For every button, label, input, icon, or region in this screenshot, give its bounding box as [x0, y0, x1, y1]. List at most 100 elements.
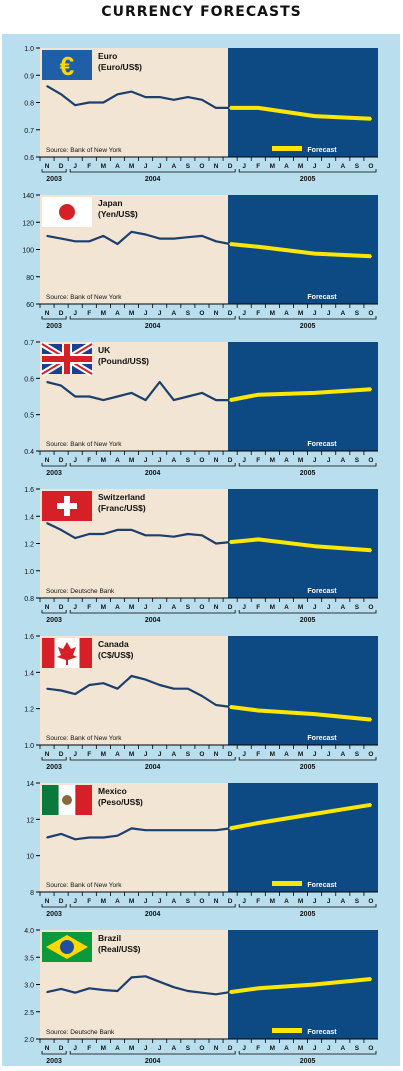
flag-sun — [59, 204, 75, 220]
forecast-point — [369, 718, 372, 721]
y-tick-label: 1.4 — [24, 514, 34, 521]
x-tick-label: J — [158, 1045, 162, 1052]
forecast-legend-label: Forecast — [307, 735, 337, 742]
year-label: 2004 — [145, 911, 161, 918]
forecast-line — [229, 802, 372, 831]
x-tick-label: M — [270, 163, 275, 170]
x-tick-label: A — [340, 310, 345, 317]
history-point — [130, 392, 133, 394]
x-tick-label: J — [242, 898, 246, 905]
x-tick-label: D — [59, 457, 64, 464]
history-point — [74, 991, 77, 994]
history-point — [102, 989, 105, 991]
history-point — [60, 384, 62, 387]
year-bracket — [41, 169, 67, 173]
forecast-point — [313, 713, 316, 716]
x-tick-label: M — [298, 457, 303, 464]
x-tick-label: N — [214, 898, 219, 905]
year-label: 2004 — [145, 1058, 161, 1065]
history-point — [172, 98, 175, 101]
x-tick-label: N — [45, 751, 50, 758]
y-tick-label: 1.4 — [24, 670, 34, 677]
currency-unit: (Franc/US$) — [98, 503, 146, 513]
year-bracket — [69, 904, 236, 908]
history-point — [130, 529, 133, 531]
x-tick-label: S — [355, 604, 360, 611]
charts-canvas: 0.6 0.7 0.8 0.9 1.0 € Euro(Euro/US$) Source: Ba… — [22, 46, 378, 1065]
x-tick-label: D — [228, 751, 233, 758]
year-bracket — [69, 610, 236, 614]
year-bracket — [41, 757, 67, 761]
x-tick-label: J — [327, 163, 331, 170]
history-point — [158, 980, 161, 983]
history-point — [60, 93, 62, 96]
forecast-point — [313, 812, 316, 815]
history-point — [60, 237, 62, 240]
history-point — [201, 534, 203, 537]
x-tick-label: A — [340, 898, 345, 905]
x-tick-label: N — [214, 163, 219, 170]
history-point — [46, 687, 48, 690]
history-point — [187, 533, 189, 535]
history-point — [60, 988, 62, 990]
x-tick-label: D — [59, 898, 64, 905]
year-bracket — [238, 463, 377, 467]
x-tick-label: A — [284, 898, 289, 905]
y-tick-label: 0.6 — [24, 376, 34, 383]
currency-unit: (Real/US$) — [98, 944, 141, 954]
x-tick-label: O — [368, 898, 373, 905]
currency-unit: (Pound/US$) — [98, 356, 149, 366]
x-tick-label: J — [73, 751, 77, 758]
x-tick-label: O — [368, 1045, 373, 1052]
x-tick-label: A — [115, 751, 120, 758]
x-tick-label: M — [101, 310, 106, 317]
flag-band — [42, 785, 59, 815]
x-tick-label: M — [101, 898, 106, 905]
x-tick-label: M — [298, 751, 303, 758]
year-bracket — [41, 316, 67, 320]
forecast-line — [229, 977, 372, 995]
x-tick-label: O — [199, 310, 204, 317]
history-point — [172, 399, 175, 401]
year-label: 2005 — [300, 911, 316, 918]
y-tick-label: 10 — [26, 854, 34, 861]
x-tick-label: J — [242, 751, 246, 758]
x-tick-label: J — [73, 457, 77, 464]
x-tick-label: M — [270, 1045, 275, 1052]
forecast-legend-swatch — [272, 146, 302, 151]
history-point — [172, 986, 175, 989]
forecast-point — [313, 983, 316, 986]
x-tick-label: D — [228, 163, 233, 170]
x-tick-label: J — [242, 163, 246, 170]
x-tick-label: A — [340, 457, 345, 464]
flag-band — [75, 785, 92, 815]
x-tick-label: J — [158, 163, 162, 170]
history-line — [46, 522, 231, 545]
year-bracket — [238, 610, 377, 614]
history-point — [215, 704, 217, 706]
x-tick-label: M — [298, 163, 303, 170]
history-line — [46, 674, 231, 708]
currency-name: Canada — [98, 639, 129, 649]
x-tick-label: S — [355, 1045, 360, 1052]
x-tick-label: M — [101, 457, 106, 464]
history-point — [201, 235, 203, 237]
x-tick-label: M — [270, 898, 275, 905]
forecast-point — [369, 549, 372, 552]
x-tick-label: J — [313, 457, 317, 464]
history-point — [215, 107, 217, 109]
chart-panel: 0.6 0.7 0.8 0.9 1.0 € Euro (Euro/US$) Source: Ba… — [2, 34, 400, 1066]
maple-leaf-icon — [57, 642, 77, 665]
x-tick-label: O — [199, 751, 204, 758]
x-tick-label: J — [158, 751, 162, 758]
y-tick-label: 0.8 — [24, 596, 34, 603]
history-point — [116, 395, 119, 398]
history-point — [116, 687, 119, 690]
x-tick-label: N — [45, 163, 50, 170]
y-tick-label: 140 — [22, 193, 34, 200]
year-bracket — [69, 757, 236, 761]
y-tick-label: 1.0 — [24, 569, 34, 576]
x-tick-label: M — [129, 310, 134, 317]
currency-unit: (Peso/US$) — [98, 797, 143, 807]
x-tick-label: J — [144, 310, 148, 317]
